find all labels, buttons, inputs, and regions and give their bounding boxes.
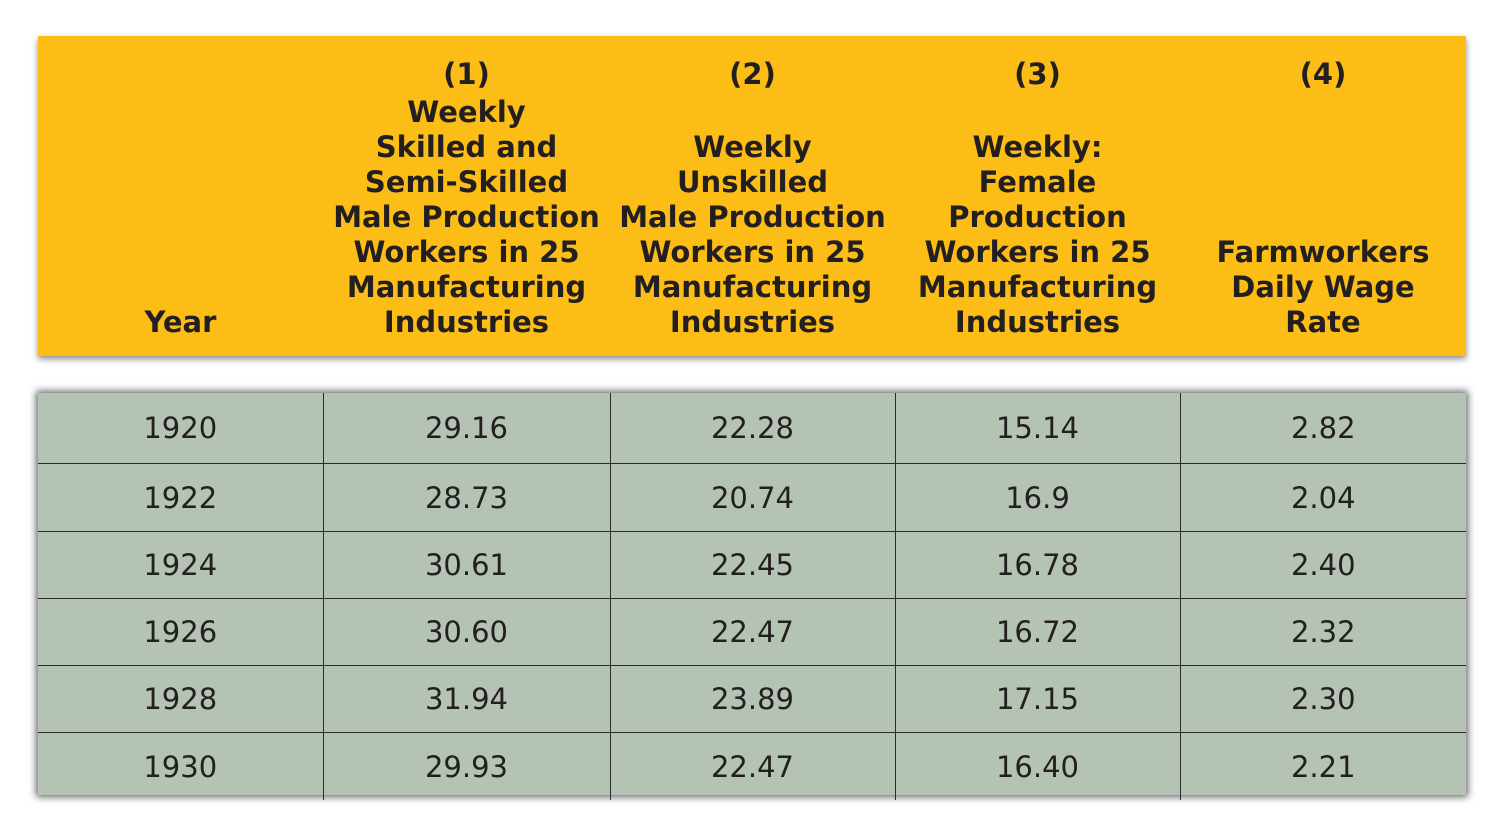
- cell-value: 20.74: [610, 463, 896, 532]
- cell-value: 30.60: [323, 598, 611, 666]
- header-cell-col1: (1) Weekly Skilled and Semi-Skilled Male…: [323, 36, 610, 356]
- header-number: (3): [1014, 57, 1061, 91]
- cell-value: 2.40: [1180, 531, 1466, 599]
- table-row: 1920 29.16 22.28 15.14 2.82: [38, 393, 1466, 464]
- cell-value: 2.32: [1180, 598, 1466, 666]
- cell-year: 1926: [38, 598, 324, 666]
- cell-value: 22.47: [610, 598, 896, 666]
- cell-year: 1930: [38, 732, 324, 800]
- header-label: Weekly Unskilled Male Production Workers…: [619, 130, 886, 339]
- cell-value: 16.9: [895, 463, 1181, 532]
- header-number: (1): [443, 57, 490, 91]
- data-table: 1920 29.16 22.28 15.14 2.82 1922 28.73 2…: [38, 393, 1466, 800]
- cell-year: 1922: [38, 463, 324, 532]
- table-row: 1926 30.60 22.47 16.72 2.32: [38, 598, 1466, 666]
- header-cell-col4: (4) Farmworkers Daily Wage Rate: [1180, 36, 1466, 356]
- table-row: 1922 28.73 20.74 16.9 2.04: [38, 463, 1466, 532]
- cell-value: 30.61: [323, 531, 611, 599]
- cell-value: 16.72: [895, 598, 1181, 666]
- cell-value: 23.89: [610, 665, 896, 733]
- table-row: 1930 29.93 22.47 16.40 2.21: [38, 732, 1466, 800]
- cell-value: 29.16: [323, 393, 611, 464]
- header-cell-year: Year: [38, 36, 323, 356]
- cell-value: 2.21: [1290, 749, 1356, 784]
- cell-value: 22.28: [610, 393, 896, 464]
- header-number: (4): [1299, 57, 1347, 91]
- header-label: Weekly Skilled and Semi-Skilled Male Pro…: [333, 95, 600, 339]
- cell-value: 2.04: [1180, 463, 1466, 532]
- cell-value: 2.82: [1180, 393, 1466, 464]
- cell-value: 17.15: [895, 665, 1181, 733]
- header-label: Weekly: Female Production Workers in 25 …: [917, 130, 1158, 339]
- header-label: Year: [144, 305, 217, 339]
- cell-year: 1924: [38, 531, 324, 599]
- cell-value: 16.40: [895, 732, 1181, 800]
- cell-value: 28.73: [323, 463, 611, 532]
- header-cell-col3: (3) Weekly: Female Production Workers in…: [895, 36, 1180, 356]
- cell-value: 22.45: [610, 531, 896, 599]
- header-number: (2): [729, 57, 776, 91]
- cell-value: 29.93: [323, 732, 611, 800]
- cell-value: 2.30: [1180, 665, 1466, 733]
- cell-year: 1928: [38, 665, 324, 733]
- cell-year: 1920: [38, 393, 324, 464]
- table-body: 1920 29.16 22.28 15.14 2.82 1922 28.73 2…: [38, 393, 1466, 800]
- table-row: 1924 30.61 22.45 16.78 2.40: [38, 531, 1466, 599]
- cell-value: 16.78: [895, 531, 1181, 599]
- header-label: Farmworkers Daily Wage Rate: [1216, 235, 1430, 339]
- cell-value: 31.94: [323, 665, 611, 733]
- table-row: 1928 31.94 23.89 17.15 2.30: [38, 665, 1466, 733]
- cell-value: 15.14: [895, 393, 1181, 464]
- header-cell-col2: (2) Weekly Unskilled Male Production Wor…: [610, 36, 895, 356]
- cell-value: 22.47: [610, 732, 896, 800]
- table-header: Year (1) Weekly Skilled and Semi-Skilled…: [38, 36, 1466, 356]
